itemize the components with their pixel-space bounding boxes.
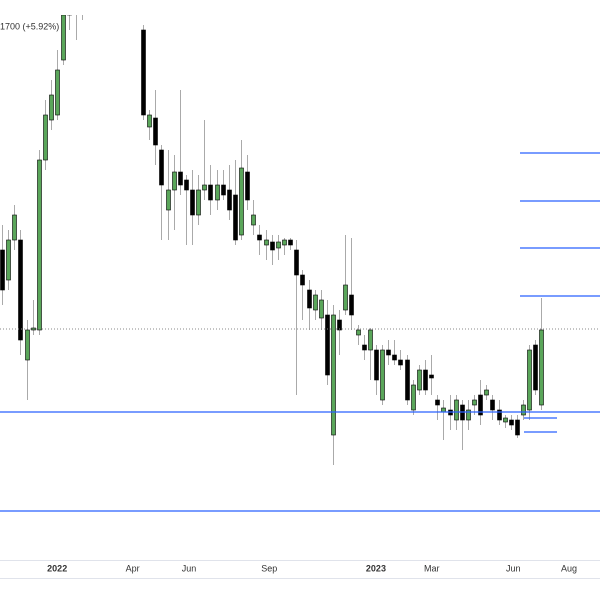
candle-body	[245, 171, 250, 201]
candle-body	[484, 389, 489, 396]
candle-body	[380, 349, 385, 401]
candle-body	[337, 319, 342, 331]
candle-body	[141, 29, 146, 116]
candle-body	[392, 354, 397, 361]
candle-body	[319, 299, 324, 319]
x-tick-label: Jun	[182, 563, 197, 573]
candle-body	[136, 0, 140, 14]
candle-body	[282, 239, 287, 246]
candle-body	[386, 349, 391, 356]
plot-area	[0, 0, 600, 512]
candle-body	[527, 349, 532, 411]
candle-body	[405, 359, 410, 401]
candle-body	[539, 329, 544, 406]
candle-body	[75, 5, 79, 10]
candle-body	[6, 239, 11, 281]
candle-body	[454, 399, 459, 421]
candle-body	[81, 5, 85, 10]
candle-body	[362, 344, 367, 351]
candle-body	[0, 249, 5, 291]
candle-body	[221, 184, 226, 196]
candle-body	[184, 179, 189, 191]
candle-body	[503, 417, 508, 423]
candle-body	[533, 344, 538, 391]
candle-body	[202, 184, 207, 191]
candle-body	[270, 241, 275, 251]
candle-body	[331, 314, 336, 436]
candle-body	[288, 239, 293, 246]
x-tick-label: 2022	[47, 563, 67, 573]
candle-body	[172, 171, 177, 191]
candle-body	[515, 419, 520, 436]
candle-body	[398, 359, 403, 366]
candle-body	[509, 419, 514, 426]
x-tick-label: 2023	[366, 563, 386, 573]
x-tick-label: Sep	[261, 563, 277, 573]
candle-body	[423, 369, 428, 391]
candle-body	[61, 15, 66, 61]
x-tick-label: Apr	[126, 563, 140, 573]
candle-body	[313, 294, 318, 311]
candle-body	[227, 189, 232, 211]
candle-body	[12, 214, 17, 241]
candle-body	[196, 189, 201, 216]
x-tick-label: Jun	[506, 563, 521, 573]
candle-body	[343, 284, 348, 311]
candle-body	[49, 94, 54, 121]
candle-body	[55, 69, 60, 116]
candle-body	[325, 314, 330, 376]
candle-body	[18, 239, 23, 341]
candle-body	[215, 184, 220, 201]
candle-body	[429, 374, 434, 379]
x-tick-label: Mar	[424, 563, 440, 573]
candle-body	[166, 189, 171, 211]
candle-body	[276, 241, 281, 249]
candle-body	[178, 171, 183, 186]
candle-body	[264, 239, 269, 246]
candle-body	[466, 409, 471, 421]
candle-body	[257, 234, 262, 241]
candle-body	[300, 274, 305, 286]
candle-body	[478, 394, 483, 416]
candle-body	[417, 369, 422, 391]
candle-body	[521, 404, 526, 416]
candle-body	[159, 149, 164, 186]
candle-body	[251, 214, 256, 226]
candle-body	[190, 189, 195, 216]
candle-body	[37, 159, 42, 331]
candle-body	[411, 384, 416, 411]
candle-body	[435, 399, 440, 406]
candle-body	[147, 114, 152, 128]
x-tick-label: Aug	[561, 563, 577, 573]
candle-body	[25, 329, 30, 361]
candle-body	[307, 289, 312, 309]
candle-body	[67, 15, 72, 16]
candle-body	[294, 249, 299, 276]
candle-body	[374, 349, 379, 381]
candle-body	[233, 194, 238, 241]
candle-body	[368, 329, 373, 351]
candle-body	[208, 184, 213, 201]
candle-body	[490, 399, 495, 411]
candle-body	[349, 294, 354, 316]
candle-body	[472, 399, 477, 406]
candle-body	[43, 114, 48, 161]
candle-body	[239, 167, 244, 236]
candle-body	[356, 329, 361, 336]
candle-body	[153, 117, 158, 146]
header-text: 1700 (+5.92%)	[0, 21, 59, 31]
candle-body	[497, 409, 502, 421]
